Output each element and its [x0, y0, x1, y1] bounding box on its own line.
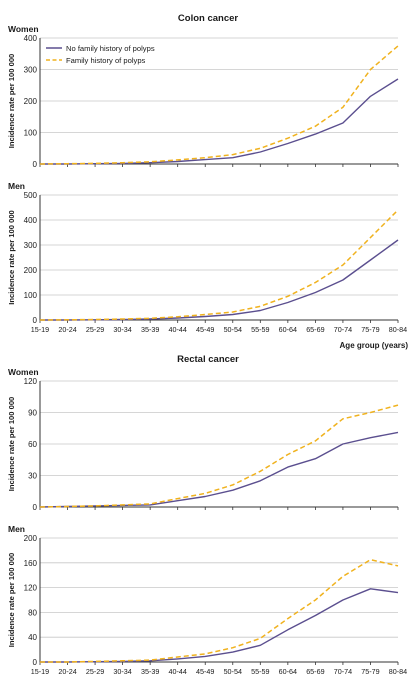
series-line-no-family-history: [40, 239, 399, 321]
x-tick-label: 35-39: [141, 325, 159, 334]
y-tick-label: 0: [33, 316, 38, 325]
legend: No family history of polyps Family histor…: [46, 44, 155, 65]
x-tick-label: 60-64: [279, 667, 297, 676]
y-tick-label: 30: [28, 472, 37, 481]
x-tick-label: 75-79: [361, 325, 379, 334]
colon-section-title: Colon cancer: [178, 13, 238, 24]
x-tick-label: 15-19: [31, 325, 49, 334]
x-tick-label: 55-59: [251, 667, 269, 676]
y-axis-label: Incidence rate per 100 000: [7, 54, 16, 149]
x-tick-label: 65-69: [306, 325, 324, 334]
x-tick-label: 25-29: [86, 667, 104, 676]
x-tick-label: 45-49: [196, 325, 214, 334]
x-tick-label: 70-74: [334, 667, 352, 676]
x-tick-label: 75-79: [361, 667, 379, 676]
y-tick-label: 400: [24, 34, 38, 43]
chart-4: 0 40 80 120 160 200 15-19 20-24 25-29 30-34 35-39 4…: [7, 524, 407, 676]
series-line-no-family-history: [40, 78, 399, 165]
panel-title: Women: [8, 367, 39, 377]
x-tick-label: 50-54: [224, 667, 242, 676]
y-tick-label: 500: [24, 191, 38, 200]
series-line-family-history: [40, 558, 399, 663]
y-tick-label: 120: [24, 584, 38, 593]
series-line-family-history: [39, 45, 399, 165]
panel-title: Men: [8, 181, 25, 191]
y-tick-label: 0: [33, 658, 38, 667]
x-tick-label: 20-24: [58, 667, 76, 676]
y-tick-label: 300: [24, 66, 38, 75]
x-tick-label: 15-19: [31, 667, 49, 676]
x-tick-label: 55-59: [251, 325, 269, 334]
x-tick-label: 30-34: [113, 667, 131, 676]
x-tick-label: 20-24: [58, 325, 76, 334]
legend-entry: Family history of polyps: [66, 56, 146, 65]
x-tick-label: 30-34: [113, 325, 131, 334]
y-axis-label: Incidence rate per 100 000: [7, 397, 16, 492]
x-tick-label: 25-29: [86, 325, 104, 334]
x-tick-label: 45-49: [196, 667, 214, 676]
series-line-family-history: [39, 209, 399, 321]
panel-title: Women: [8, 24, 39, 34]
x-tick-label: 80-84: [389, 667, 407, 676]
y-tick-label: 80: [28, 608, 37, 617]
x-tick-label: 40-44: [168, 667, 186, 676]
x-tick-label: 65-69: [306, 667, 324, 676]
y-tick-label: 200: [24, 97, 38, 106]
series-line-family-history: [39, 404, 399, 508]
x-tick-label: 80-84: [389, 325, 407, 334]
x-tick-label: 40-44: [168, 325, 186, 334]
rectal-section-title: Rectal cancer: [177, 354, 239, 365]
x-tick-label: 35-39: [141, 667, 159, 676]
y-tick-label: 160: [24, 559, 38, 568]
y-tick-label: 120: [24, 377, 38, 386]
y-tick-label: 0: [33, 503, 38, 512]
y-tick-label: 100: [24, 129, 38, 138]
y-tick-label: 100: [24, 291, 38, 300]
x-tick-label: 60-64: [279, 325, 297, 334]
legend-entry: No family history of polyps: [66, 44, 155, 53]
y-tick-label: 40: [28, 633, 37, 642]
chart-2: 0 100 200 300 400 500 15-19 20-24 25-29 30-34 35-3…: [7, 181, 407, 334]
x-axis-label: Age group (years): [340, 341, 409, 350]
y-tick-label: 60: [28, 440, 37, 449]
y-tick-label: 0: [33, 160, 38, 169]
y-tick-label: 300: [24, 241, 38, 250]
y-tick-label: 90: [28, 409, 37, 418]
x-tick-label: 50-54: [224, 325, 242, 334]
y-tick-label: 200: [24, 534, 38, 543]
series-line-no-family-history: [39, 431, 399, 508]
y-axis-label: Incidence rate per 100 000: [7, 553, 16, 648]
y-axis-label: Incidence rate per 100 000: [7, 210, 16, 305]
panel-title: Men: [8, 524, 25, 534]
y-tick-label: 200: [24, 266, 38, 275]
x-tick-label: 70-74: [334, 325, 352, 334]
y-tick-label: 400: [24, 216, 38, 225]
